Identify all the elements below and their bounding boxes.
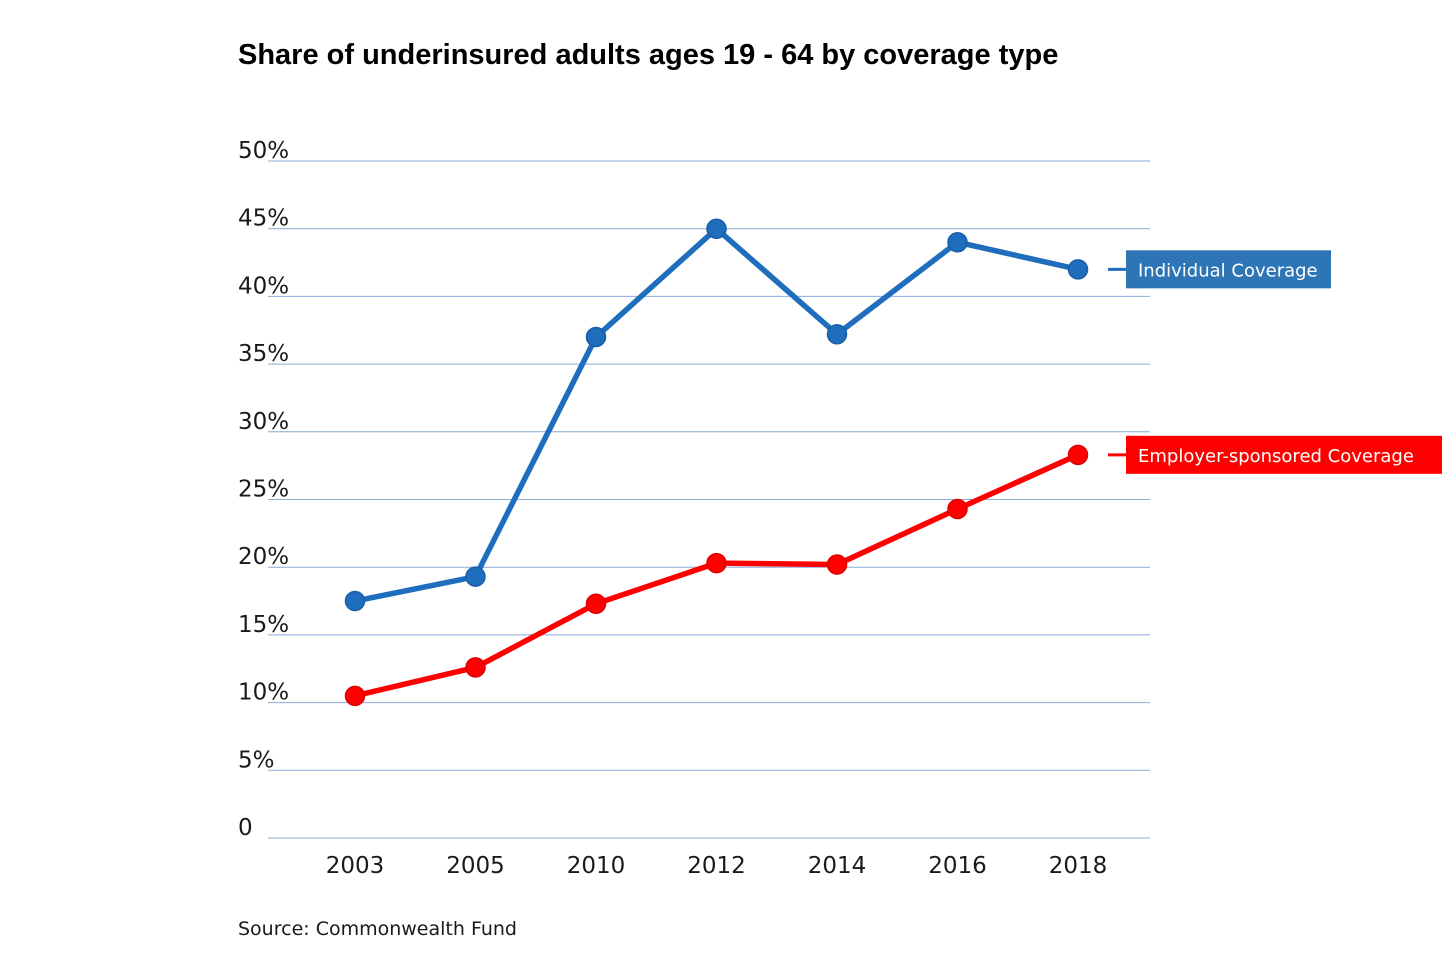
data-point	[344, 685, 366, 707]
x-tick-label: 2014	[808, 853, 867, 879]
y-axis-ticks: 0 5% 10% 15% 20% 25% 30% 35% 40% 45% 50%	[238, 138, 289, 841]
y-tick-label: 25%	[238, 477, 289, 503]
y-tick-label: 15%	[238, 612, 289, 638]
y-tick-label: 45%	[238, 206, 289, 232]
series-employer	[344, 444, 1089, 707]
y-tick-label: 5%	[238, 747, 275, 773]
series-line	[352, 452, 1081, 699]
x-tick-label: 2018	[1049, 853, 1108, 879]
x-tick-label: 2010	[567, 853, 626, 879]
data-point	[1067, 444, 1089, 466]
y-tick-label: 35%	[238, 341, 289, 367]
data-point	[947, 498, 968, 520]
x-tick-label: 2012	[687, 853, 746, 879]
legend-box	[1126, 250, 1331, 289]
data-point	[585, 326, 607, 348]
gridlines	[268, 160, 1150, 839]
data-point	[826, 324, 848, 345]
x-tick-label: 2003	[326, 853, 385, 879]
y-tick-label: 30%	[238, 409, 289, 435]
legend-label: Employer-sponsored Coverage	[1138, 446, 1414, 467]
series-individual	[344, 218, 1089, 612]
chart-title: Share of underinsured adults ages 19 - 6…	[238, 39, 1058, 71]
data-point	[1067, 259, 1089, 280]
y-tick-label: 20%	[238, 544, 289, 570]
series-lines	[344, 218, 1089, 707]
data-point	[706, 552, 727, 574]
data-point	[826, 554, 848, 575]
source-note: Source: Commonwealth Fund	[238, 918, 517, 940]
y-tick-label: 10%	[238, 680, 289, 706]
x-tick-label: 2005	[446, 853, 505, 879]
y-tick-label: 40%	[238, 273, 289, 299]
legend-box	[1126, 435, 1442, 474]
data-point	[585, 593, 607, 615]
x-tick-label: 2016	[928, 853, 987, 879]
x-axis-ticks: 2003 2005 2010 2012 2014 2016 2018	[326, 853, 1108, 879]
data-point	[706, 218, 727, 239]
legend-label: Individual Coverage	[1138, 260, 1318, 281]
data-point	[947, 231, 968, 253]
legend: Individual Coverage Employer-sponsored Co…	[1108, 250, 1442, 474]
data-point	[465, 566, 486, 587]
data-point	[344, 590, 366, 612]
y-tick-label: 0	[238, 815, 253, 841]
data-point	[465, 657, 486, 678]
series-line	[352, 225, 1081, 604]
y-tick-label: 50%	[238, 138, 289, 164]
